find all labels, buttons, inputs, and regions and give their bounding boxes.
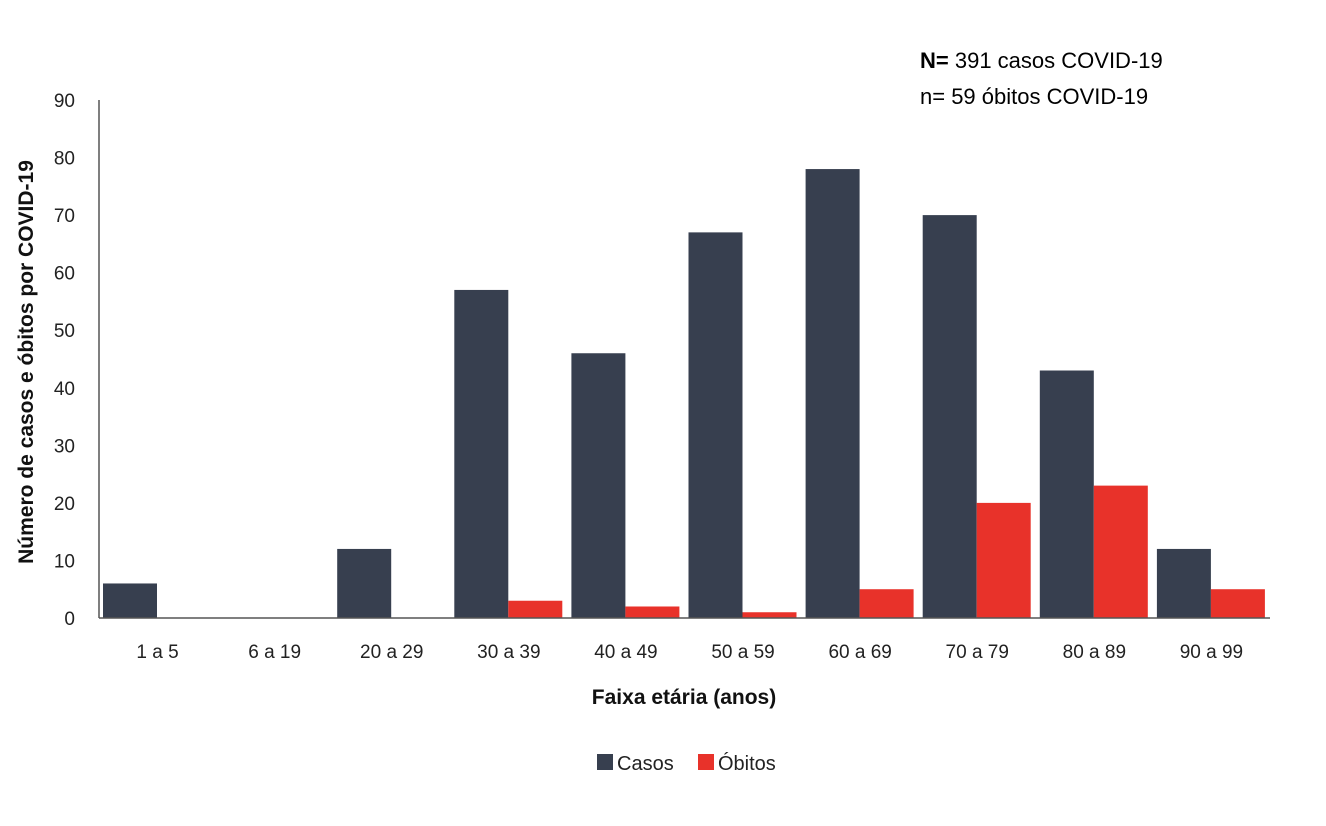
bar-casos-40-a-49: [571, 353, 626, 618]
bar-casos-50-a-59: [688, 232, 743, 618]
x-axis-title: Faixa etária (anos): [592, 686, 776, 709]
y-axis-ticks: 0 10 20 30 40 50 60 70 80 90: [54, 91, 75, 630]
legend-swatch-casos: [597, 754, 613, 770]
y-tick-label: 0: [64, 609, 75, 630]
y-tick-label: 60: [54, 264, 75, 285]
bar-obitos-40-a-49: [625, 606, 680, 618]
x-axis-ticks: 1 a 5 6 a 19 20 a 29 30 a 39 40 a 49 50 a 59 6…: [136, 642, 1243, 663]
bar-obitos-50-a-59: [742, 612, 797, 618]
annotation-line-2: n= 59 óbitos COVID-19: [920, 84, 1148, 109]
x-tick-label: 60 a 69: [828, 642, 891, 663]
y-tick-label: 40: [54, 379, 75, 400]
bar-obitos-30-a-39: [508, 600, 563, 618]
y-tick-label: 20: [54, 494, 75, 515]
bar-casos-60-a-69: [805, 169, 860, 619]
annotation-line-1: N= 391 casos COVID-19: [920, 48, 1163, 73]
x-tick-label: 90 a 99: [1180, 642, 1243, 663]
annotation: N= 391 casos COVID-19 n= 59 óbitos COVID…: [920, 48, 1163, 109]
bar-casos-70-a-79: [922, 215, 977, 618]
y-tick-label: 50: [54, 321, 75, 342]
x-tick-label: 80 a 89: [1063, 642, 1126, 663]
legend: Casos Óbitos: [597, 752, 776, 775]
bar-obitos-90-a-99: [1210, 589, 1265, 618]
bar-casos-30-a-39: [454, 289, 509, 618]
bar-casos-80-a-89: [1039, 370, 1094, 618]
annotation-line-1-text: 391 casos COVID-19: [949, 48, 1163, 73]
bar-casos-90-a-99: [1156, 548, 1211, 618]
x-tick-label: 20 a 29: [360, 642, 423, 663]
bar-obitos-60-a-69: [859, 589, 914, 618]
legend-label-casos: Casos: [617, 753, 674, 775]
bars-group: [103, 169, 1265, 619]
legend-swatch-obitos: [698, 754, 714, 770]
x-tick-label: 1 a 5: [136, 642, 178, 663]
bar-casos-20-a-29: [337, 548, 392, 618]
y-axis-title: Número de casos e óbitos por COVID-19: [15, 160, 38, 564]
y-tick-label: 80: [54, 149, 75, 170]
bar-obitos-80-a-89: [1093, 485, 1148, 618]
annotation-line-1-prefix: N=: [920, 48, 949, 73]
x-tick-label: 40 a 49: [594, 642, 657, 663]
x-tick-label: 50 a 59: [711, 642, 774, 663]
x-tick-label: 30 a 39: [477, 642, 540, 663]
x-tick-label: 70 a 79: [946, 642, 1009, 663]
bar-obitos-70-a-79: [976, 502, 1031, 618]
y-tick-label: 70: [54, 206, 75, 227]
x-tick-label: 6 a 19: [248, 642, 301, 663]
y-tick-label: 10: [54, 551, 75, 572]
legend-label-obitos: Óbitos: [718, 752, 776, 775]
y-tick-label: 90: [54, 91, 75, 112]
bar-casos-1-a-5: [103, 583, 157, 618]
y-tick-label: 30: [54, 436, 75, 457]
